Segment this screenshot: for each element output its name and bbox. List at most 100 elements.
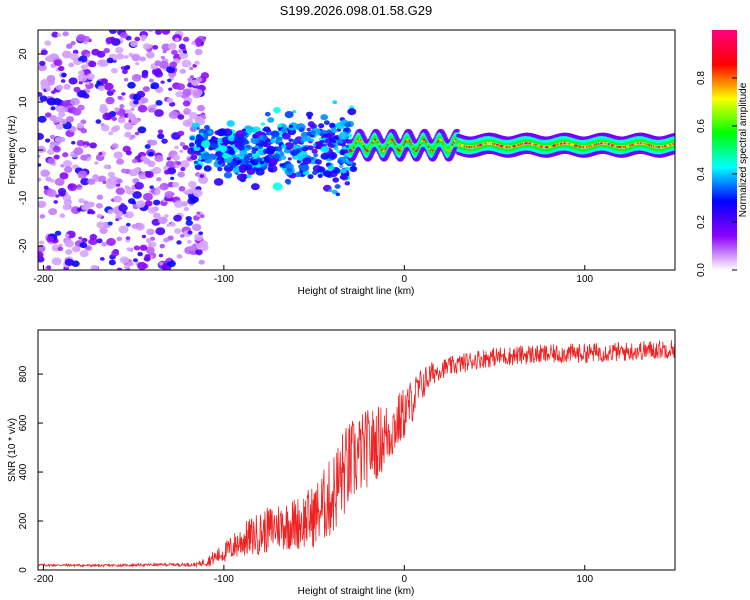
- heatmap-cell: [102, 180, 107, 185]
- heatmap-cell: [79, 242, 88, 249]
- heatmap-cell: [160, 80, 165, 84]
- heatmap-cell: [306, 127, 311, 132]
- heatmap-cell: [251, 149, 257, 154]
- heatmap-cell: [228, 149, 236, 156]
- heatmap-cell: [213, 141, 218, 145]
- heatmap-cell: [216, 129, 226, 137]
- heatmap-cell: [294, 155, 299, 159]
- heatmap-cell: [58, 65, 65, 72]
- heatmap-cell: [182, 145, 189, 151]
- heatmap-cell: [194, 233, 204, 241]
- heatmap-cell: [194, 60, 200, 66]
- heatmap-cell: [181, 59, 192, 68]
- top-xticks-label: -200: [33, 274, 53, 285]
- heatmap-cell: [179, 142, 186, 147]
- heatmap-cell: [39, 214, 46, 219]
- heatmap-cell: [166, 257, 172, 262]
- heatmap-cell: [271, 136, 276, 140]
- snr-x-ticks: -200 -100 0 100: [33, 565, 594, 585]
- heatmap-cell: [133, 258, 138, 263]
- heatmap-cell: [123, 65, 130, 71]
- heatmap-cell: [114, 107, 120, 112]
- heatmap-cell: [199, 214, 205, 219]
- heatmap-cell: [196, 211, 201, 215]
- heatmap-cell: [89, 233, 98, 241]
- heatmap-cell: [307, 145, 314, 151]
- heatmap-cell: [180, 167, 186, 172]
- heatmap-cell: [191, 79, 200, 86]
- heatmap-cell: [131, 158, 138, 164]
- heatmap-cell: [108, 131, 114, 136]
- heatmap-cell: [39, 60, 46, 66]
- heatmap-cell: [55, 123, 64, 130]
- heatmap-cell: [179, 51, 189, 60]
- heatmap-cell: [245, 144, 251, 149]
- heatmap-cell: [174, 37, 180, 42]
- heatmap-cell: [262, 149, 269, 154]
- heatmap-cell: [146, 228, 155, 236]
- heatmap-cell: [108, 259, 116, 266]
- heatmap-cell: [107, 209, 114, 215]
- heatmap-cell: [61, 50, 72, 59]
- heatmap-cell: [343, 155, 349, 160]
- heatmap-cell: [103, 82, 114, 91]
- heatmap-cell: [98, 151, 103, 156]
- heatmap-cell: [145, 246, 155, 254]
- heatmap-cell: [111, 143, 119, 149]
- heatmap-cell: [70, 206, 81, 215]
- heatmap-cell: [141, 234, 147, 239]
- top-yticks-label: -10: [18, 190, 29, 205]
- heatmap-cell: [284, 110, 294, 119]
- heatmap-cell: [200, 72, 210, 79]
- colorbar-ticks: 0.0 0.2 0.4 0.6 0.8: [696, 71, 737, 277]
- heatmap-cell: [81, 237, 88, 243]
- heatmap-cell: [121, 69, 128, 75]
- heatmap-cell: [286, 168, 293, 173]
- heatmap-cell: [109, 30, 117, 34]
- heatmap-cell: [48, 208, 58, 216]
- heatmap-cell: [55, 194, 60, 198]
- heatmap-cell: [323, 120, 330, 125]
- heatmap-cell: [179, 160, 190, 169]
- heatmap-cell: [88, 238, 98, 246]
- heatmap-cell: [183, 206, 189, 212]
- heatmap-cell: [95, 119, 102, 124]
- heatmap-cell: [331, 189, 338, 195]
- heatmap-cell: [239, 143, 245, 148]
- heatmap-cell: [284, 142, 295, 150]
- heatmap-cell: [203, 165, 212, 172]
- heatmap-cell: [259, 160, 265, 165]
- heatmap-cell: [246, 174, 252, 179]
- heatmap-cell: [140, 97, 149, 104]
- heatmap-cell: [201, 159, 205, 162]
- heatmap-cell: [454, 128, 460, 133]
- heatmap-cell: [187, 239, 192, 244]
- heatmap-cell: [51, 90, 56, 95]
- heatmap-cell: [73, 86, 81, 93]
- heatmap-cell: [196, 118, 206, 126]
- heatmap-cell: [127, 261, 134, 267]
- heatmap-cell: [348, 161, 354, 165]
- heatmap-cell: [118, 225, 129, 234]
- heatmap-cell: [260, 122, 266, 126]
- heatmap-cell: [339, 164, 344, 168]
- bot-xticks-label: 0: [402, 574, 408, 585]
- heatmap-cell: [63, 198, 72, 206]
- top-yticks-label: 20: [18, 48, 29, 60]
- heatmap-cell: [72, 245, 81, 253]
- heatmap-cell: [264, 111, 271, 117]
- heatmap-cell: [123, 55, 129, 59]
- heatmap-cell: [65, 249, 73, 255]
- colorbar-label: Normalized spectral amplitude: [738, 82, 749, 217]
- heatmap-cell: [38, 200, 47, 209]
- heatmap-cell: [51, 257, 62, 266]
- heatmap-cell: [280, 127, 288, 133]
- heatmap-cell: [280, 155, 287, 160]
- heatmap-cell: [275, 146, 283, 152]
- heatmap-cell: [192, 88, 203, 97]
- heatmap-cell: [117, 95, 123, 100]
- heatmap-cell: [131, 53, 141, 62]
- heatmap-cell: [110, 126, 118, 133]
- heatmap-cell: [148, 107, 155, 113]
- heatmap-cell: [141, 72, 149, 79]
